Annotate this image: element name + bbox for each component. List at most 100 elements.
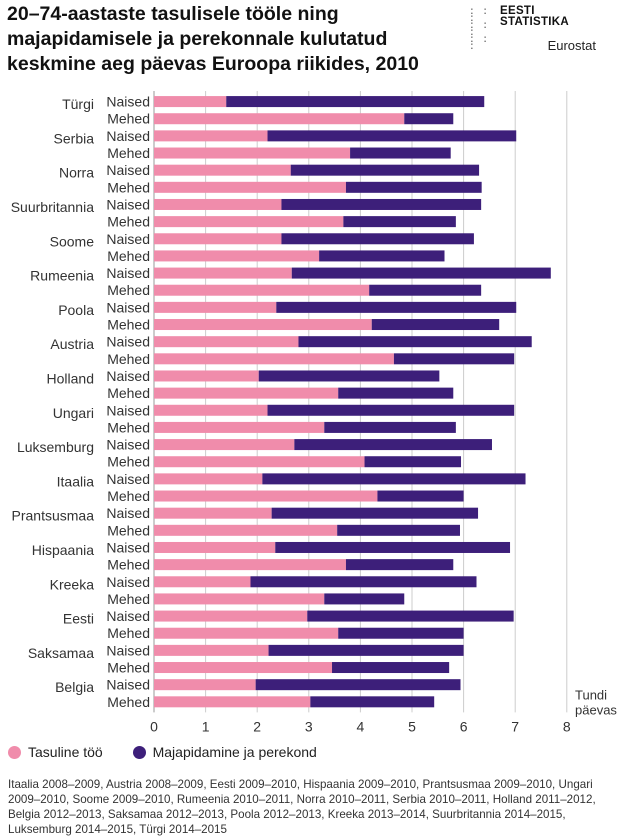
bar-paid-work [154,370,259,382]
bar-paid-work [154,421,325,433]
country-label: Rumeenia [30,268,94,284]
country-label: Kreeka [50,576,95,592]
x-tick-label: 7 [511,718,519,734]
country-label: Austria [50,336,94,352]
gender-label: Mehed [107,694,150,710]
gender-label: Naised [106,231,150,247]
bar-household [268,644,464,656]
chart-title: 20–74-aastaste tasulisele tööle ning maj… [7,3,419,75]
gender-label: Mehed [107,248,150,264]
bar-household [276,301,517,313]
bar-household [294,439,492,451]
bar-paid-work [154,96,227,108]
country-label: Eesti [63,611,94,627]
bar-paid-work [154,353,394,365]
legend: Tasuline töö Majapidamine ja perekond [8,743,343,760]
bar-paid-work [154,404,268,416]
bar-paid-work [154,301,277,313]
bar-household [337,524,460,536]
bar-household [262,473,526,485]
bar-household [291,267,551,279]
gender-label: Naised [106,299,150,315]
bar-household [345,559,454,571]
bar-household [371,319,500,331]
x-axis-title: päevas [575,702,617,717]
bar-household [267,404,515,416]
gender-label: Naised [106,471,150,487]
logo-dots-icon: : : :: : :: : : [470,4,490,52]
bar-household [258,370,440,382]
bar-household [226,96,485,108]
bar-paid-work [154,696,311,708]
gender-label: Naised [106,437,150,453]
bar-paid-work [154,267,292,279]
gender-label: Mehed [107,419,150,435]
bar-household [290,164,480,176]
x-tick-label: 8 [563,718,571,734]
bar-household [338,387,454,399]
bar-household [338,627,464,639]
gender-label: Naised [106,574,150,590]
bar-paid-work [154,216,344,228]
bar-household [281,233,474,245]
bar-paid-work [154,662,333,674]
country-label: Prantsusmaa [12,508,95,524]
bar-paid-work [154,593,325,605]
bar-household [324,593,405,605]
bar-household [250,576,477,588]
gender-label: Mehed [107,454,150,470]
bar-paid-work [154,319,372,331]
bar-household [332,662,450,674]
source-label: Eurostat [547,38,596,53]
x-tick-label: 2 [253,718,261,734]
x-tick-label: 6 [460,718,468,734]
legend-dot-paid-work [8,746,21,760]
bar-paid-work [154,576,251,588]
x-tick-label: 1 [202,718,210,734]
gender-label: Naised [106,505,150,521]
country-label: Norra [59,165,94,181]
gender-label: Mehed [107,385,150,401]
bar-household [393,353,515,365]
country-label: Luksemburg [17,439,94,455]
gender-label: Naised [106,265,150,281]
bar-paid-work [154,164,291,176]
bar-paid-work [154,507,272,519]
bar-household [345,181,482,193]
bar-household [377,490,464,502]
gender-label: Naised [106,368,150,384]
gender-label: Mehed [107,317,150,333]
bar-paid-work [154,473,263,485]
bar-paid-work [154,181,346,193]
country-label: Poola [58,302,94,318]
bar-household [267,130,517,142]
bar-household [307,610,514,622]
bar-household [298,336,532,348]
bar-household [364,456,462,468]
bar-paid-work [154,130,268,142]
bar-household [275,541,511,553]
bar-household [369,284,482,296]
bar-paid-work [154,147,351,159]
bar-household [310,696,435,708]
bar-paid-work [154,456,365,468]
bar-paid-work [154,524,338,536]
bar-paid-work [154,490,378,502]
bar-household [281,198,482,210]
bar-paid-work [154,198,282,210]
bar-paid-work [154,336,299,348]
bar-paid-work [154,439,295,451]
gender-label: Mehed [107,145,150,161]
bar-household [319,250,445,262]
bar-paid-work [154,284,370,296]
bar-paid-work [154,387,339,399]
legend-item-household: Majapidamine ja perekond [132,744,317,760]
gender-label: Naised [106,334,150,350]
country-label: Soome [50,233,95,249]
gender-label: Naised [106,608,150,624]
gender-label: Naised [106,162,150,178]
x-tick-label: 4 [357,718,365,734]
gender-label: Mehed [107,660,150,676]
gender-label: Naised [106,402,150,418]
country-label: Belgia [55,679,94,695]
